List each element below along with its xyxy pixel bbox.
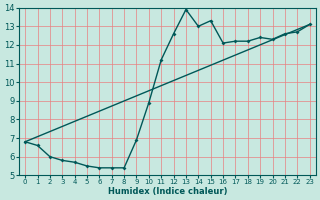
X-axis label: Humidex (Indice chaleur): Humidex (Indice chaleur) [108, 187, 227, 196]
